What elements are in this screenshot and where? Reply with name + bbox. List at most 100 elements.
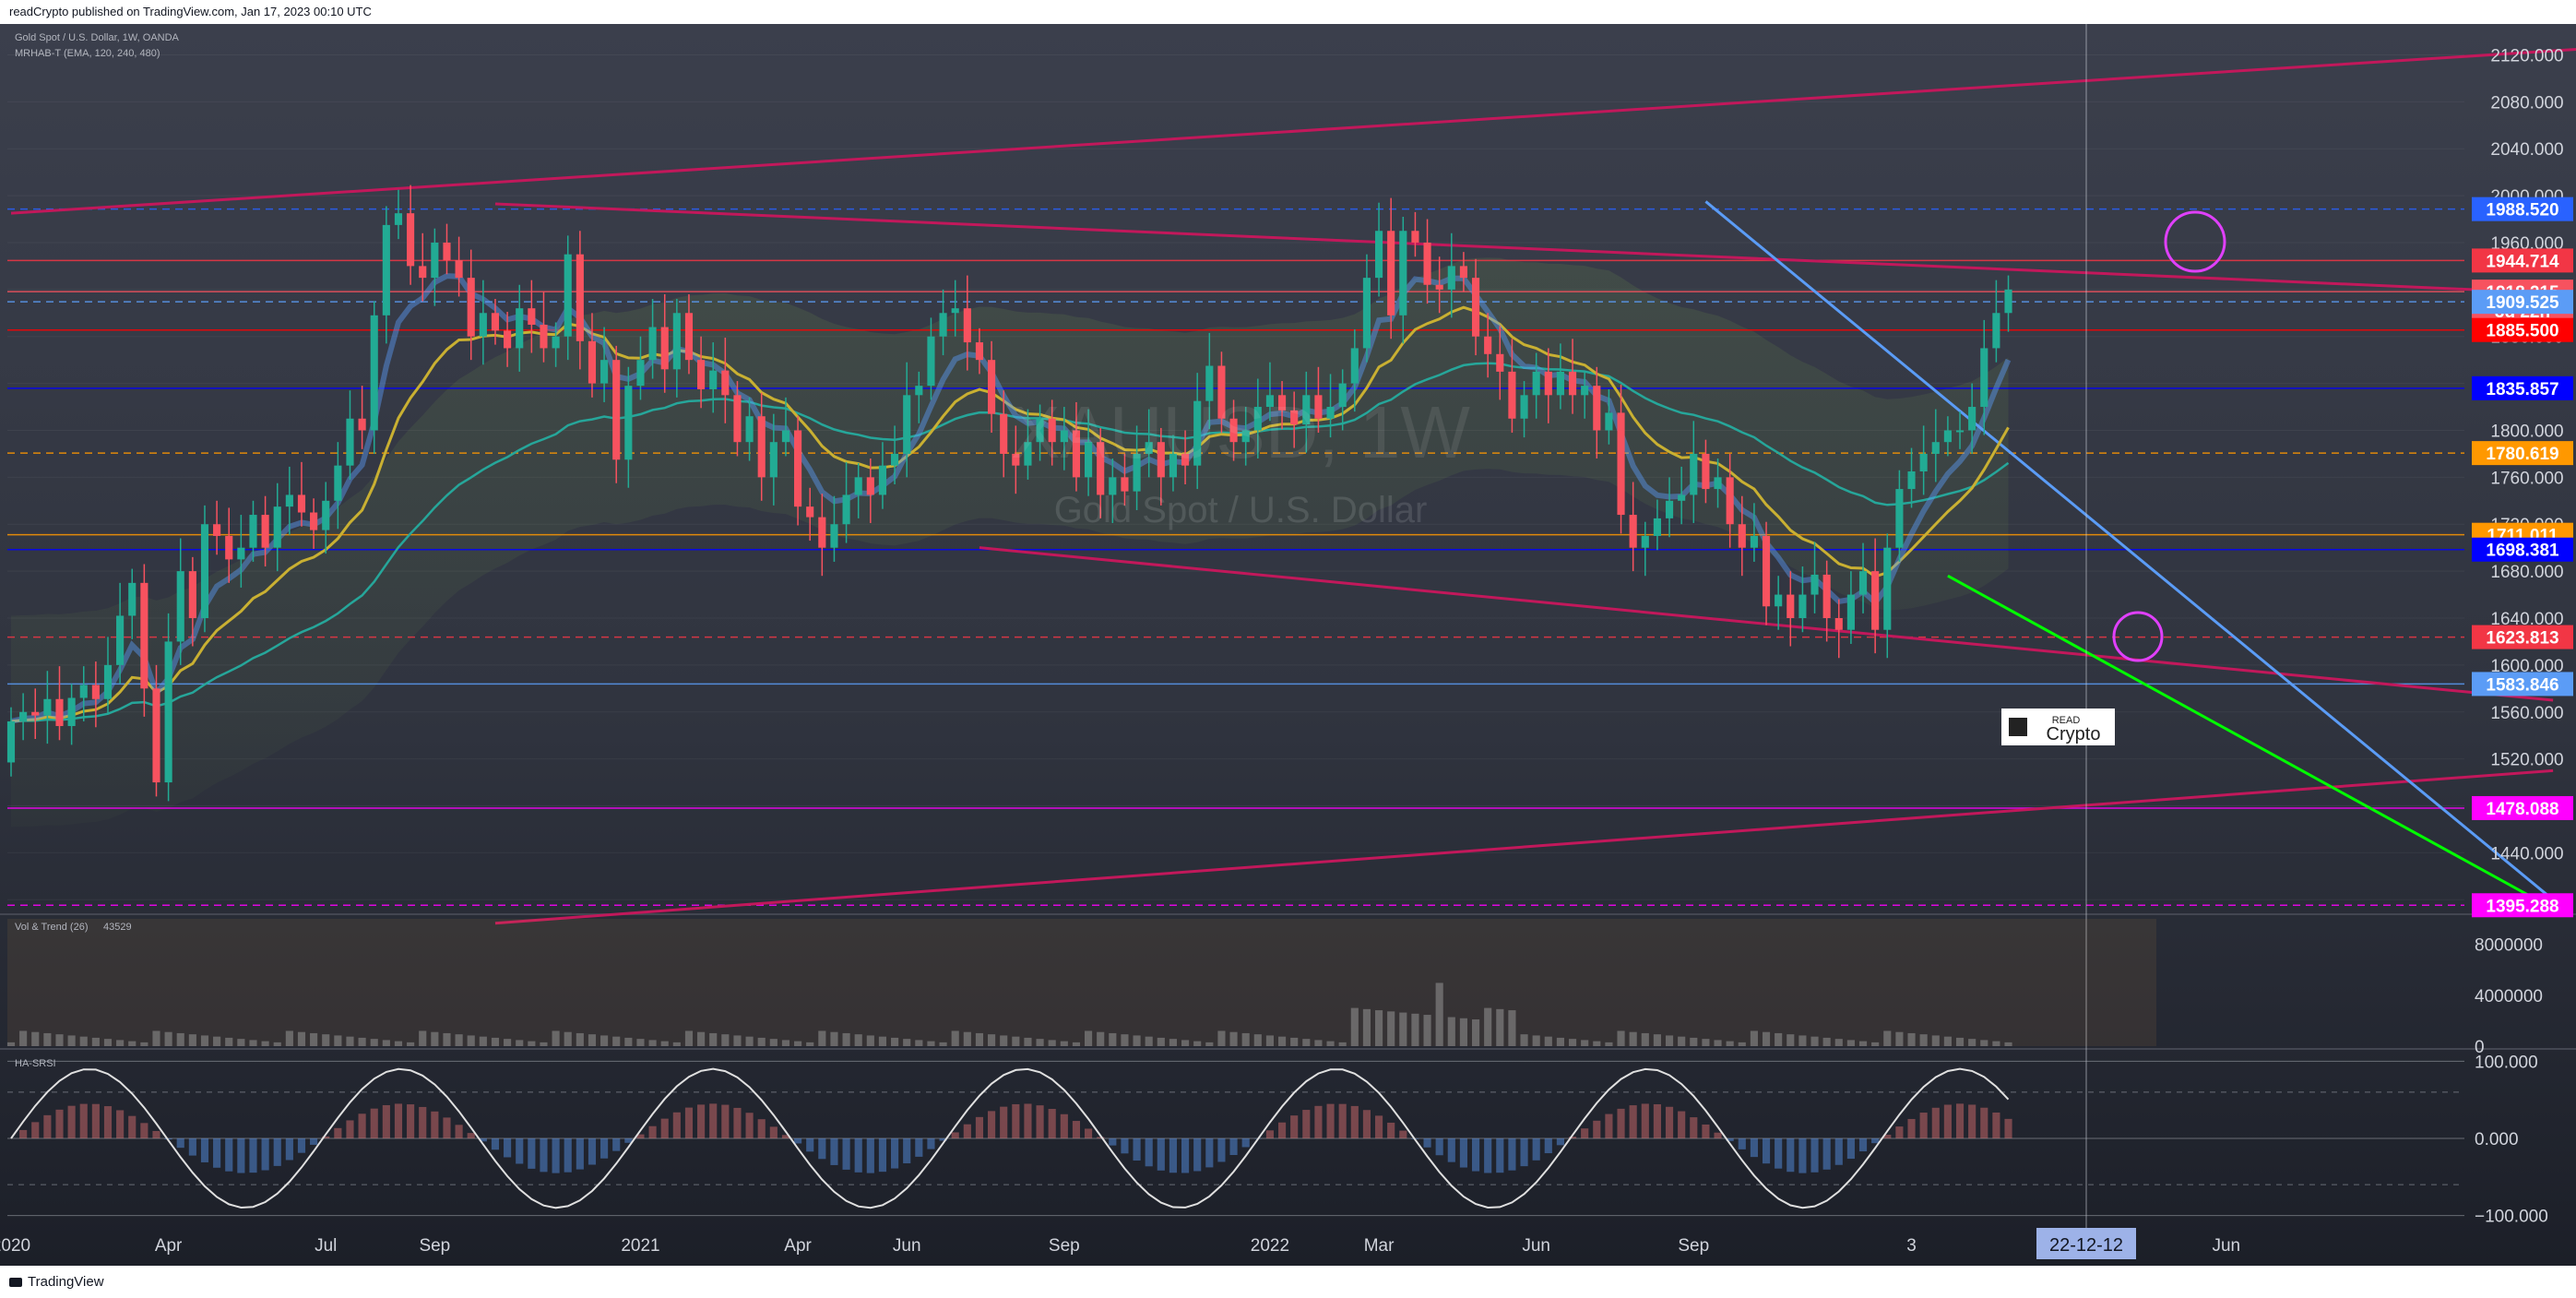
candle-body[interactable]	[830, 524, 838, 548]
candle-body[interactable]	[1145, 442, 1153, 454]
candle-body[interactable]	[1605, 412, 1613, 431]
candle-body[interactable]	[1556, 371, 1564, 396]
candle-body[interactable]	[1629, 515, 1637, 548]
candle-body[interactable]	[1253, 407, 1262, 431]
candle-body[interactable]	[1085, 442, 1093, 478]
candle-body[interactable]	[467, 278, 475, 337]
candle-body[interactable]	[516, 308, 524, 349]
candle-body[interactable]	[1726, 477, 1734, 525]
candle-body[interactable]	[1314, 395, 1323, 419]
candle-body[interactable]	[479, 313, 487, 337]
candle-body[interactable]	[285, 494, 293, 507]
candle-body[interactable]	[1157, 442, 1165, 478]
candle-body[interactable]	[1544, 371, 1552, 396]
candle-body[interactable]	[866, 477, 874, 495]
candle-body[interactable]	[1484, 336, 1492, 354]
candle-body[interactable]	[552, 336, 560, 349]
candle-body[interactable]	[1750, 535, 1758, 548]
candle-body[interactable]	[1520, 395, 1528, 419]
candle-body[interactable]	[1834, 618, 1843, 630]
candle-body[interactable]	[1471, 278, 1480, 337]
candle-body[interactable]	[927, 336, 935, 387]
candle-body[interactable]	[1097, 442, 1105, 495]
candle-body[interactable]	[854, 477, 862, 495]
candle-body[interactable]	[1593, 386, 1601, 431]
candle-body[interactable]	[322, 500, 330, 530]
candle-body[interactable]	[564, 254, 572, 337]
candle-body[interactable]	[1690, 453, 1698, 495]
candle-body[interactable]	[600, 360, 609, 384]
candle-body[interactable]	[1423, 242, 1431, 285]
candle-body[interactable]	[1399, 231, 1407, 316]
candle-body[interactable]	[213, 524, 221, 536]
candles[interactable]	[6, 185, 2012, 802]
candle-body[interactable]	[1955, 430, 1965, 433]
candle-body[interactable]	[1290, 410, 1299, 425]
candle-body[interactable]	[1883, 547, 1892, 630]
candle-body[interactable]	[225, 535, 233, 560]
candle-body[interactable]	[660, 327, 669, 370]
candle-body[interactable]	[6, 720, 16, 763]
candle-body[interactable]	[1810, 574, 1819, 595]
candle-body[interactable]	[1072, 430, 1081, 478]
candle-body[interactable]	[1459, 266, 1467, 279]
candle-body[interactable]	[152, 688, 160, 783]
candle-body[interactable]	[1048, 418, 1056, 443]
candle-body[interactable]	[419, 266, 427, 279]
candle-body[interactable]	[1229, 418, 1238, 443]
candle-body[interactable]	[540, 325, 548, 349]
candle-body[interactable]	[1907, 471, 1916, 490]
candle-body[interactable]	[1702, 453, 1710, 490]
candle-body[interactable]	[1665, 500, 1674, 518]
candle-body[interactable]	[528, 308, 536, 325]
candle-body[interactable]	[1581, 386, 1589, 396]
candle-body[interactable]	[1943, 430, 1952, 443]
candle-body[interactable]	[588, 340, 597, 384]
candle-body[interactable]	[273, 506, 281, 548]
candle-body[interactable]	[1387, 231, 1395, 316]
candle-body[interactable]	[1678, 494, 1686, 501]
candle-body[interactable]	[188, 571, 196, 618]
candle-body[interactable]	[43, 698, 52, 716]
candle-body[interactable]	[249, 515, 257, 548]
candle-body[interactable]	[1447, 266, 1455, 290]
candle-body[interactable]	[1277, 395, 1287, 411]
candle-body[interactable]	[140, 582, 148, 689]
candle-body[interactable]	[1968, 407, 1977, 431]
candle-body[interactable]	[164, 641, 172, 783]
candle-body[interactable]	[1762, 535, 1771, 607]
candle-body[interactable]	[55, 698, 64, 727]
candle-body[interactable]	[806, 506, 814, 518]
candle-body[interactable]	[1738, 524, 1746, 548]
candle-body[interactable]	[237, 547, 245, 560]
candle-body[interactable]	[79, 685, 88, 698]
candle-body[interactable]	[842, 494, 850, 525]
candle-body[interactable]	[939, 313, 947, 337]
candle-body[interactable]	[334, 465, 342, 501]
candle-body[interactable]	[915, 386, 923, 396]
candle-body[interactable]	[672, 313, 681, 370]
candle-body[interactable]	[903, 395, 911, 454]
candle-body[interactable]	[1822, 574, 1831, 618]
candle-body[interactable]	[1871, 571, 1880, 630]
candle-body[interactable]	[684, 313, 694, 361]
candle-body[interactable]	[261, 515, 269, 548]
candle-body[interactable]	[491, 313, 500, 331]
candle-body[interactable]	[1641, 535, 1649, 548]
candle-body[interactable]	[346, 418, 354, 466]
volume-pane[interactable]	[6, 919, 2156, 1046]
candle-body[interactable]	[1931, 442, 1940, 454]
candle-body[interactable]	[310, 512, 318, 530]
candle-body[interactable]	[1326, 407, 1335, 419]
candle-body[interactable]	[648, 327, 657, 361]
candle-body[interactable]	[891, 453, 899, 466]
candle-body[interactable]	[394, 213, 403, 225]
candle-body[interactable]	[1568, 371, 1577, 396]
candle-body[interactable]	[1217, 365, 1226, 419]
price-axis[interactable]: 2120.0002080.0002040.0002000.0001960.000…	[2472, 46, 2573, 1227]
candle-body[interactable]	[612, 360, 621, 460]
candle-body[interactable]	[128, 582, 137, 616]
tradingview-chart[interactable]: 2120.0002080.0002040.0002000.0001960.000…	[0, 24, 2576, 1266]
candle-body[interactable]	[1411, 231, 1419, 243]
candle-body[interactable]	[382, 224, 390, 316]
